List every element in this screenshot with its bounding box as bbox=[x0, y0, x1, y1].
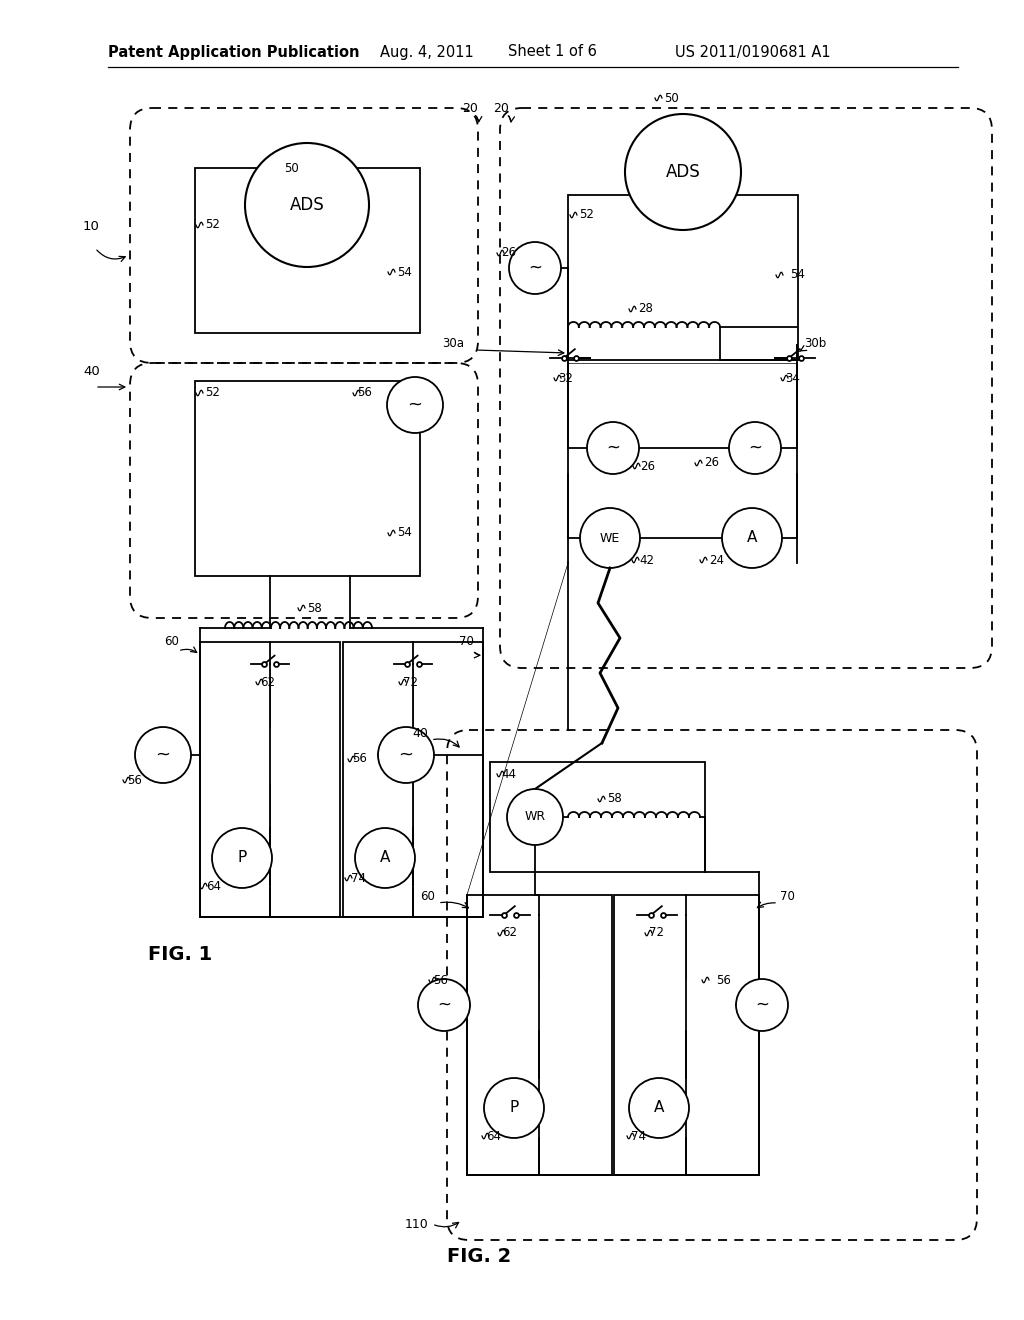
Circle shape bbox=[507, 789, 563, 845]
Text: 72: 72 bbox=[649, 927, 664, 940]
Text: 20: 20 bbox=[462, 102, 478, 115]
Text: 42: 42 bbox=[639, 553, 654, 566]
Text: 74: 74 bbox=[631, 1130, 646, 1143]
Text: 40: 40 bbox=[412, 727, 428, 741]
Text: 70: 70 bbox=[459, 635, 474, 648]
Circle shape bbox=[629, 1078, 689, 1138]
Text: 70: 70 bbox=[780, 890, 795, 903]
Text: 72: 72 bbox=[403, 676, 418, 689]
Circle shape bbox=[587, 422, 639, 474]
Text: A: A bbox=[653, 1101, 665, 1115]
Text: WR: WR bbox=[524, 810, 546, 824]
Text: 50: 50 bbox=[284, 161, 299, 174]
Text: 52: 52 bbox=[205, 219, 220, 231]
Text: ~: ~ bbox=[528, 259, 542, 277]
Text: 60: 60 bbox=[420, 890, 435, 903]
Text: 62: 62 bbox=[260, 676, 275, 689]
Text: 34: 34 bbox=[785, 371, 800, 384]
Text: 56: 56 bbox=[352, 752, 367, 766]
Text: 54: 54 bbox=[397, 527, 412, 540]
Circle shape bbox=[736, 979, 788, 1031]
Text: ~: ~ bbox=[606, 440, 620, 457]
Circle shape bbox=[418, 979, 470, 1031]
Text: 26: 26 bbox=[640, 459, 655, 473]
Text: WE: WE bbox=[600, 532, 621, 544]
Circle shape bbox=[729, 422, 781, 474]
Text: A: A bbox=[380, 850, 390, 866]
Text: 28: 28 bbox=[638, 302, 653, 315]
Circle shape bbox=[625, 114, 741, 230]
Text: 56: 56 bbox=[716, 974, 731, 986]
Text: ~: ~ bbox=[156, 746, 171, 764]
Text: 58: 58 bbox=[307, 602, 322, 615]
Text: US 2011/0190681 A1: US 2011/0190681 A1 bbox=[675, 45, 830, 59]
Text: 62: 62 bbox=[502, 927, 517, 940]
Circle shape bbox=[378, 727, 434, 783]
Circle shape bbox=[722, 508, 782, 568]
Text: 30b: 30b bbox=[804, 337, 826, 350]
Bar bbox=[195, 168, 420, 333]
Text: 64: 64 bbox=[486, 1130, 501, 1143]
Circle shape bbox=[580, 508, 640, 568]
Text: 56: 56 bbox=[357, 387, 372, 400]
Text: 64: 64 bbox=[206, 879, 221, 892]
Text: Patent Application Publication: Patent Application Publication bbox=[108, 45, 359, 59]
Circle shape bbox=[245, 143, 369, 267]
Circle shape bbox=[387, 378, 443, 433]
Text: ~: ~ bbox=[398, 746, 414, 764]
Text: 56: 56 bbox=[127, 774, 142, 787]
Bar bbox=[343, 642, 483, 917]
Text: 56: 56 bbox=[433, 974, 447, 986]
Text: 50: 50 bbox=[664, 91, 679, 104]
Bar bbox=[467, 895, 612, 1175]
Text: 52: 52 bbox=[579, 209, 594, 222]
Text: P: P bbox=[509, 1101, 518, 1115]
Bar bbox=[490, 762, 705, 873]
Text: 74: 74 bbox=[351, 871, 366, 884]
Text: ADS: ADS bbox=[666, 162, 700, 181]
Text: 54: 54 bbox=[790, 268, 805, 281]
Text: 54: 54 bbox=[397, 265, 412, 279]
Text: 60: 60 bbox=[164, 635, 179, 648]
Text: FIG. 2: FIG. 2 bbox=[447, 1247, 511, 1266]
Text: 26: 26 bbox=[705, 457, 719, 470]
Circle shape bbox=[135, 727, 191, 783]
Circle shape bbox=[509, 242, 561, 294]
Text: 24: 24 bbox=[709, 553, 724, 566]
Text: 110: 110 bbox=[404, 1218, 428, 1232]
Circle shape bbox=[212, 828, 272, 888]
Text: ~: ~ bbox=[748, 440, 762, 457]
Circle shape bbox=[355, 828, 415, 888]
Text: 52: 52 bbox=[205, 387, 220, 400]
Text: 20: 20 bbox=[493, 102, 509, 115]
Text: ADS: ADS bbox=[290, 195, 325, 214]
Bar bbox=[614, 895, 759, 1175]
Bar bbox=[568, 195, 798, 360]
Text: 40: 40 bbox=[83, 366, 99, 378]
Text: Aug. 4, 2011: Aug. 4, 2011 bbox=[380, 45, 474, 59]
Text: 10: 10 bbox=[83, 220, 100, 234]
Text: 44: 44 bbox=[501, 767, 516, 780]
Circle shape bbox=[484, 1078, 544, 1138]
Text: ~: ~ bbox=[755, 997, 769, 1014]
Text: 58: 58 bbox=[607, 792, 622, 805]
Bar bbox=[195, 381, 420, 576]
Text: 32: 32 bbox=[558, 371, 572, 384]
Text: Sheet 1 of 6: Sheet 1 of 6 bbox=[508, 45, 597, 59]
Text: ~: ~ bbox=[408, 396, 423, 414]
Text: 26: 26 bbox=[501, 247, 516, 260]
Bar bbox=[200, 642, 340, 917]
Text: 30a: 30a bbox=[442, 337, 464, 350]
Text: ~: ~ bbox=[437, 997, 451, 1014]
Text: P: P bbox=[238, 850, 247, 866]
Text: A: A bbox=[746, 531, 757, 545]
Text: FIG. 1: FIG. 1 bbox=[148, 945, 212, 964]
